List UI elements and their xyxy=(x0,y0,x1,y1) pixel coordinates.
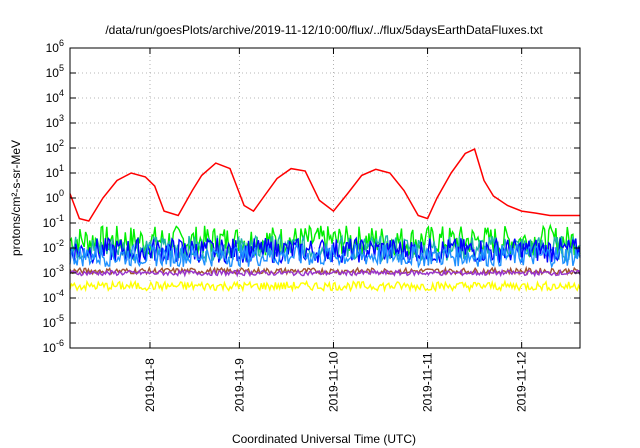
x-tick-label: 2019-11-9 xyxy=(232,358,246,412)
series-line xyxy=(69,242,581,270)
x-tick-label: 2019-11-11 xyxy=(421,352,435,412)
y-tick-label: 104 xyxy=(46,88,64,105)
y-tick-label: 10-1 xyxy=(43,213,64,230)
x-tick-label: 2019-11-10 xyxy=(326,351,340,412)
chart-title: /data/run/goesPlots/archive/2019-11-12/1… xyxy=(105,23,543,37)
series-line xyxy=(69,279,581,293)
y-tick-label: 100 xyxy=(46,188,64,205)
series-line xyxy=(69,236,581,265)
y-tick-label: 102 xyxy=(46,138,64,155)
x-tick-label: 2019-11-12 xyxy=(515,351,529,412)
y-tick-label: 10-3 xyxy=(43,263,64,280)
y-tick-label: 101 xyxy=(46,163,64,180)
x-tick-label: 2019-11-8 xyxy=(143,358,157,412)
y-tick-label: 10-4 xyxy=(43,288,64,305)
x-axis: 2019-11-8 2019-11-9 2019-11-10 2019-11-11 20… xyxy=(143,48,529,412)
x-axis-label: Coordinated Universal Time (UTC) xyxy=(232,432,416,446)
y-tick-label: 10-6 xyxy=(43,338,64,355)
y-tick-label: 106 xyxy=(46,38,64,55)
y-tick-label: 103 xyxy=(46,113,64,130)
y-axis-label: protons/cm²-s-sr-MeV xyxy=(9,140,23,256)
grid-lines xyxy=(70,48,580,348)
series-line xyxy=(69,268,581,278)
y-axis: 10-6 10-5 10-4 10-3 10-2 10-1 100 101 102 103 104 1… xyxy=(43,38,580,355)
y-tick-label: 10-2 xyxy=(43,238,64,255)
y-tick-label: 105 xyxy=(46,63,64,80)
y-tick-label: 10-5 xyxy=(43,313,64,330)
series-layer xyxy=(69,148,581,293)
series-line xyxy=(69,223,581,258)
series-line xyxy=(69,148,580,222)
